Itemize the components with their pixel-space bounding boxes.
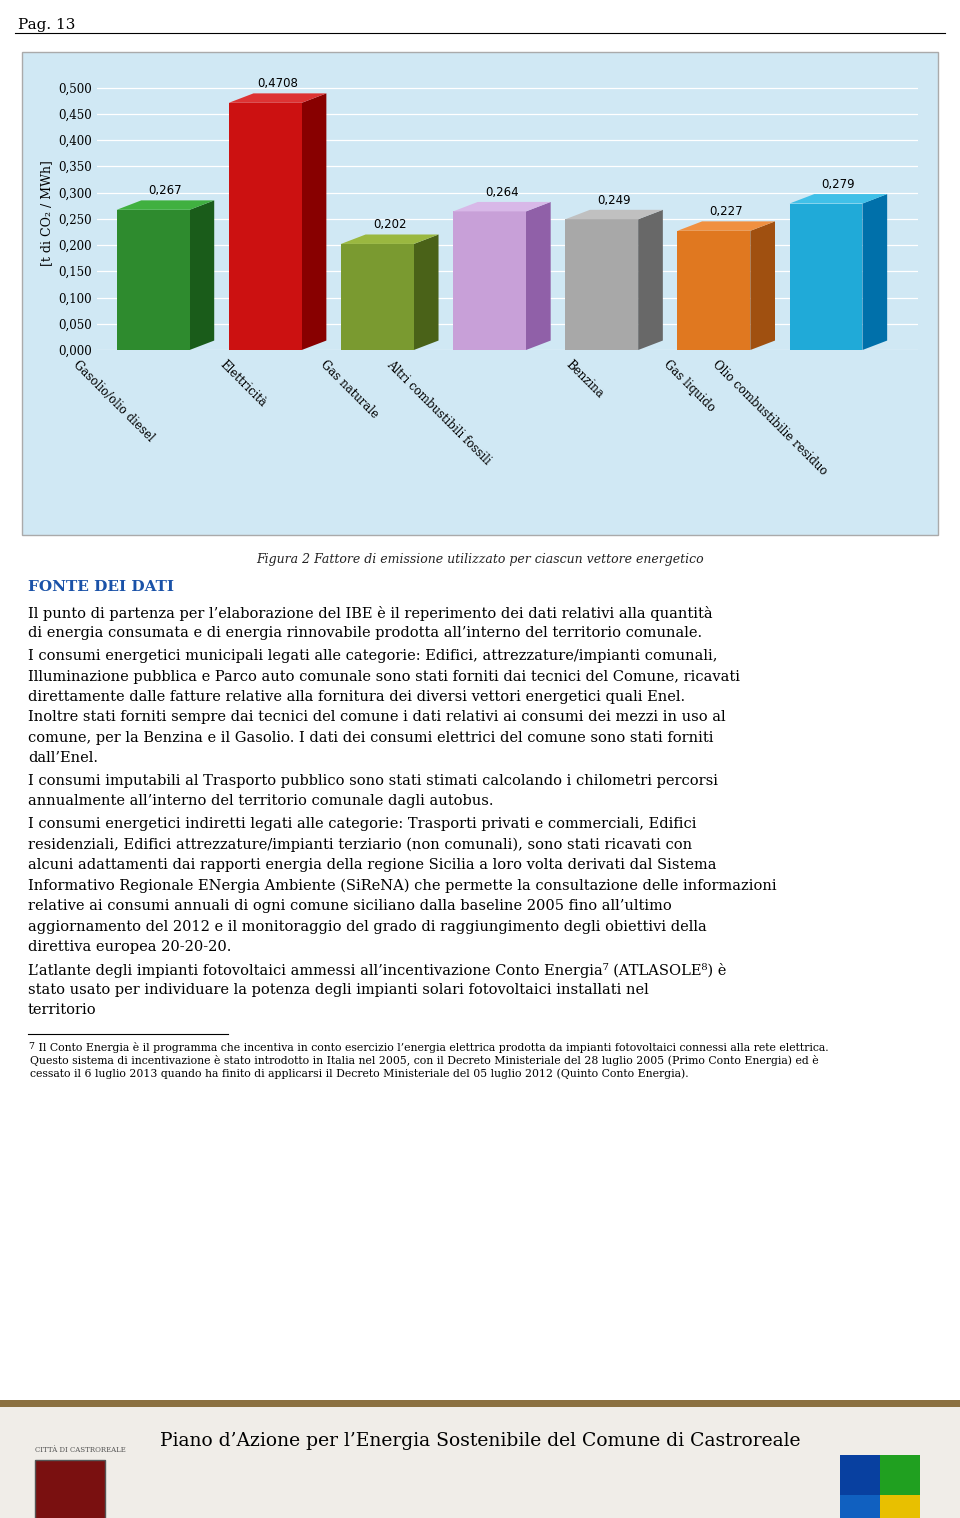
Bar <box>453 211 526 351</box>
Text: 0,267: 0,267 <box>149 184 182 197</box>
Text: direttamente dalle fatture relative alla fornitura dei diversi vettori energetic: direttamente dalle fatture relative alla… <box>28 691 685 704</box>
Text: 0,264: 0,264 <box>485 185 518 199</box>
Text: 7: 7 <box>28 1041 34 1050</box>
Text: Informativo Regionale ENergia Ambiente (SiReNA) che permette la consultazione de: Informativo Regionale ENergia Ambiente (… <box>28 879 777 893</box>
Bar <box>789 203 862 351</box>
Text: territorio: territorio <box>28 1003 97 1017</box>
Text: cessato il 6 luglio 2013 quando ha finito di applicarsi il Decreto Ministeriale : cessato il 6 luglio 2013 quando ha finit… <box>30 1069 688 1079</box>
Text: Inoltre stati forniti sempre dai tecnici del comune i dati relativi ai consumi d: Inoltre stati forniti sempre dai tecnici… <box>28 710 726 724</box>
Text: dall’Enel.: dall’Enel. <box>28 751 98 765</box>
Text: comune, per la Benzina e il Gasolio. I dati dei consumi elettrici del comune son: comune, per la Benzina e il Gasolio. I d… <box>28 732 713 745</box>
Text: Illuminazione pubblica e Parco auto comunale sono stati forniti dai tecnici del : Illuminazione pubblica e Parco auto comu… <box>28 669 740 683</box>
Text: Gas naturale: Gas naturale <box>319 358 381 420</box>
Text: 0,249: 0,249 <box>597 194 631 206</box>
Text: Elettricità: Elettricità <box>218 358 269 410</box>
Polygon shape <box>301 94 326 351</box>
Polygon shape <box>638 209 662 351</box>
Text: aggiornamento del 2012 e il monitoraggio del grado di raggiungimento degli obiet: aggiornamento del 2012 e il monitoraggio… <box>28 920 707 934</box>
Text: I consumi energetici indiretti legati alle categorie: Trasporti privati e commer: I consumi energetici indiretti legati al… <box>28 817 697 830</box>
Text: 0,4708: 0,4708 <box>257 77 298 90</box>
Text: FONTE DEI DATI: FONTE DEI DATI <box>28 580 174 594</box>
Text: residenziali, Edifici attrezzature/impianti terziario (non comunali), sono stati: residenziali, Edifici attrezzature/impia… <box>28 838 692 852</box>
Text: Il punto di partenza per l’elaborazione del IBE è il reperimento dei dati relati: Il punto di partenza per l’elaborazione … <box>28 606 712 621</box>
Polygon shape <box>116 200 214 209</box>
Text: stato usato per individuare la potenza degli impianti solari fotovoltaici instal: stato usato per individuare la potenza d… <box>28 984 649 997</box>
Polygon shape <box>414 234 439 351</box>
Polygon shape <box>565 209 662 219</box>
Polygon shape <box>228 94 326 103</box>
Polygon shape <box>789 194 887 203</box>
Text: relative ai consumi annuali di ogni comune siciliano dalla baseline 2005 fino al: relative ai consumi annuali di ogni comu… <box>28 899 672 912</box>
Polygon shape <box>751 222 775 351</box>
Bar <box>116 209 189 351</box>
Bar <box>341 244 414 351</box>
Polygon shape <box>341 234 439 244</box>
FancyBboxPatch shape <box>35 1460 105 1518</box>
Bar <box>840 1454 880 1495</box>
Polygon shape <box>189 200 214 351</box>
Text: Olio combustibilie residuo: Olio combustibilie residuo <box>710 358 830 478</box>
Text: annualmente all’interno del territorio comunale dagli autobus.: annualmente all’interno del territorio c… <box>28 794 493 809</box>
Bar <box>840 1495 880 1518</box>
Text: direttiva europea 20-20-20.: direttiva europea 20-20-20. <box>28 940 231 953</box>
Text: Il Conto Energia è il programma che incentiva in conto esercizio l’energia elett: Il Conto Energia è il programma che ince… <box>35 1041 828 1053</box>
Bar <box>880 1495 920 1518</box>
Text: Piano d’Azione per l’Energia Sostenibile del Comune di Castroreale: Piano d’Azione per l’Energia Sostenibile… <box>159 1431 801 1450</box>
Text: Gasolio/olio diesel: Gasolio/olio diesel <box>71 358 157 443</box>
Bar <box>0 1407 960 1518</box>
Bar <box>678 231 751 351</box>
Bar <box>880 1454 920 1495</box>
Text: CITTÀ DI CASTROREALE: CITTÀ DI CASTROREALE <box>35 1447 126 1454</box>
Polygon shape <box>453 202 551 211</box>
Text: 0,202: 0,202 <box>373 219 406 231</box>
Text: Questo sistema di incentivazione è stato introdotto in Italia nel 2005, con il D: Questo sistema di incentivazione è stato… <box>30 1055 819 1066</box>
Polygon shape <box>526 202 551 351</box>
Text: Figura 2 Fattore di emissione utilizzato per ciascun vettore energetico: Figura 2 Fattore di emissione utilizzato… <box>256 553 704 566</box>
Bar <box>565 219 638 351</box>
Text: Altri combustibili fossili: Altri combustibili fossili <box>384 358 493 468</box>
FancyBboxPatch shape <box>22 52 938 534</box>
Text: Pag. 13: Pag. 13 <box>18 18 76 32</box>
Bar <box>0 1400 960 1407</box>
Text: 0,227: 0,227 <box>709 205 743 219</box>
Y-axis label: [t di CO₂ / MWh]: [t di CO₂ / MWh] <box>39 161 53 267</box>
Text: 0,279: 0,279 <box>822 178 855 191</box>
Text: I consumi imputabili al Trasporto pubblico sono stati stimati calcolando i chilo: I consumi imputabili al Trasporto pubbli… <box>28 774 718 788</box>
Text: alcuni adattamenti dai rapporti energia della regione Sicilia a loro volta deriv: alcuni adattamenti dai rapporti energia … <box>28 858 716 871</box>
Text: I consumi energetici municipali legati alle categorie: Edifici, attrezzature/imp: I consumi energetici municipali legati a… <box>28 650 717 663</box>
Text: di energia consumata e di energia rinnovabile prodotta all’interno del territori: di energia consumata e di energia rinnov… <box>28 627 702 641</box>
Polygon shape <box>678 222 775 231</box>
Text: Benzina: Benzina <box>563 358 606 401</box>
Polygon shape <box>862 194 887 351</box>
Bar <box>228 103 301 351</box>
Text: Gas liquido: Gas liquido <box>661 358 718 414</box>
Text: L’atlante degli impianti fotovoltaici ammessi all’incentivazione Conto Energia⁷ : L’atlante degli impianti fotovoltaici am… <box>28 962 727 978</box>
